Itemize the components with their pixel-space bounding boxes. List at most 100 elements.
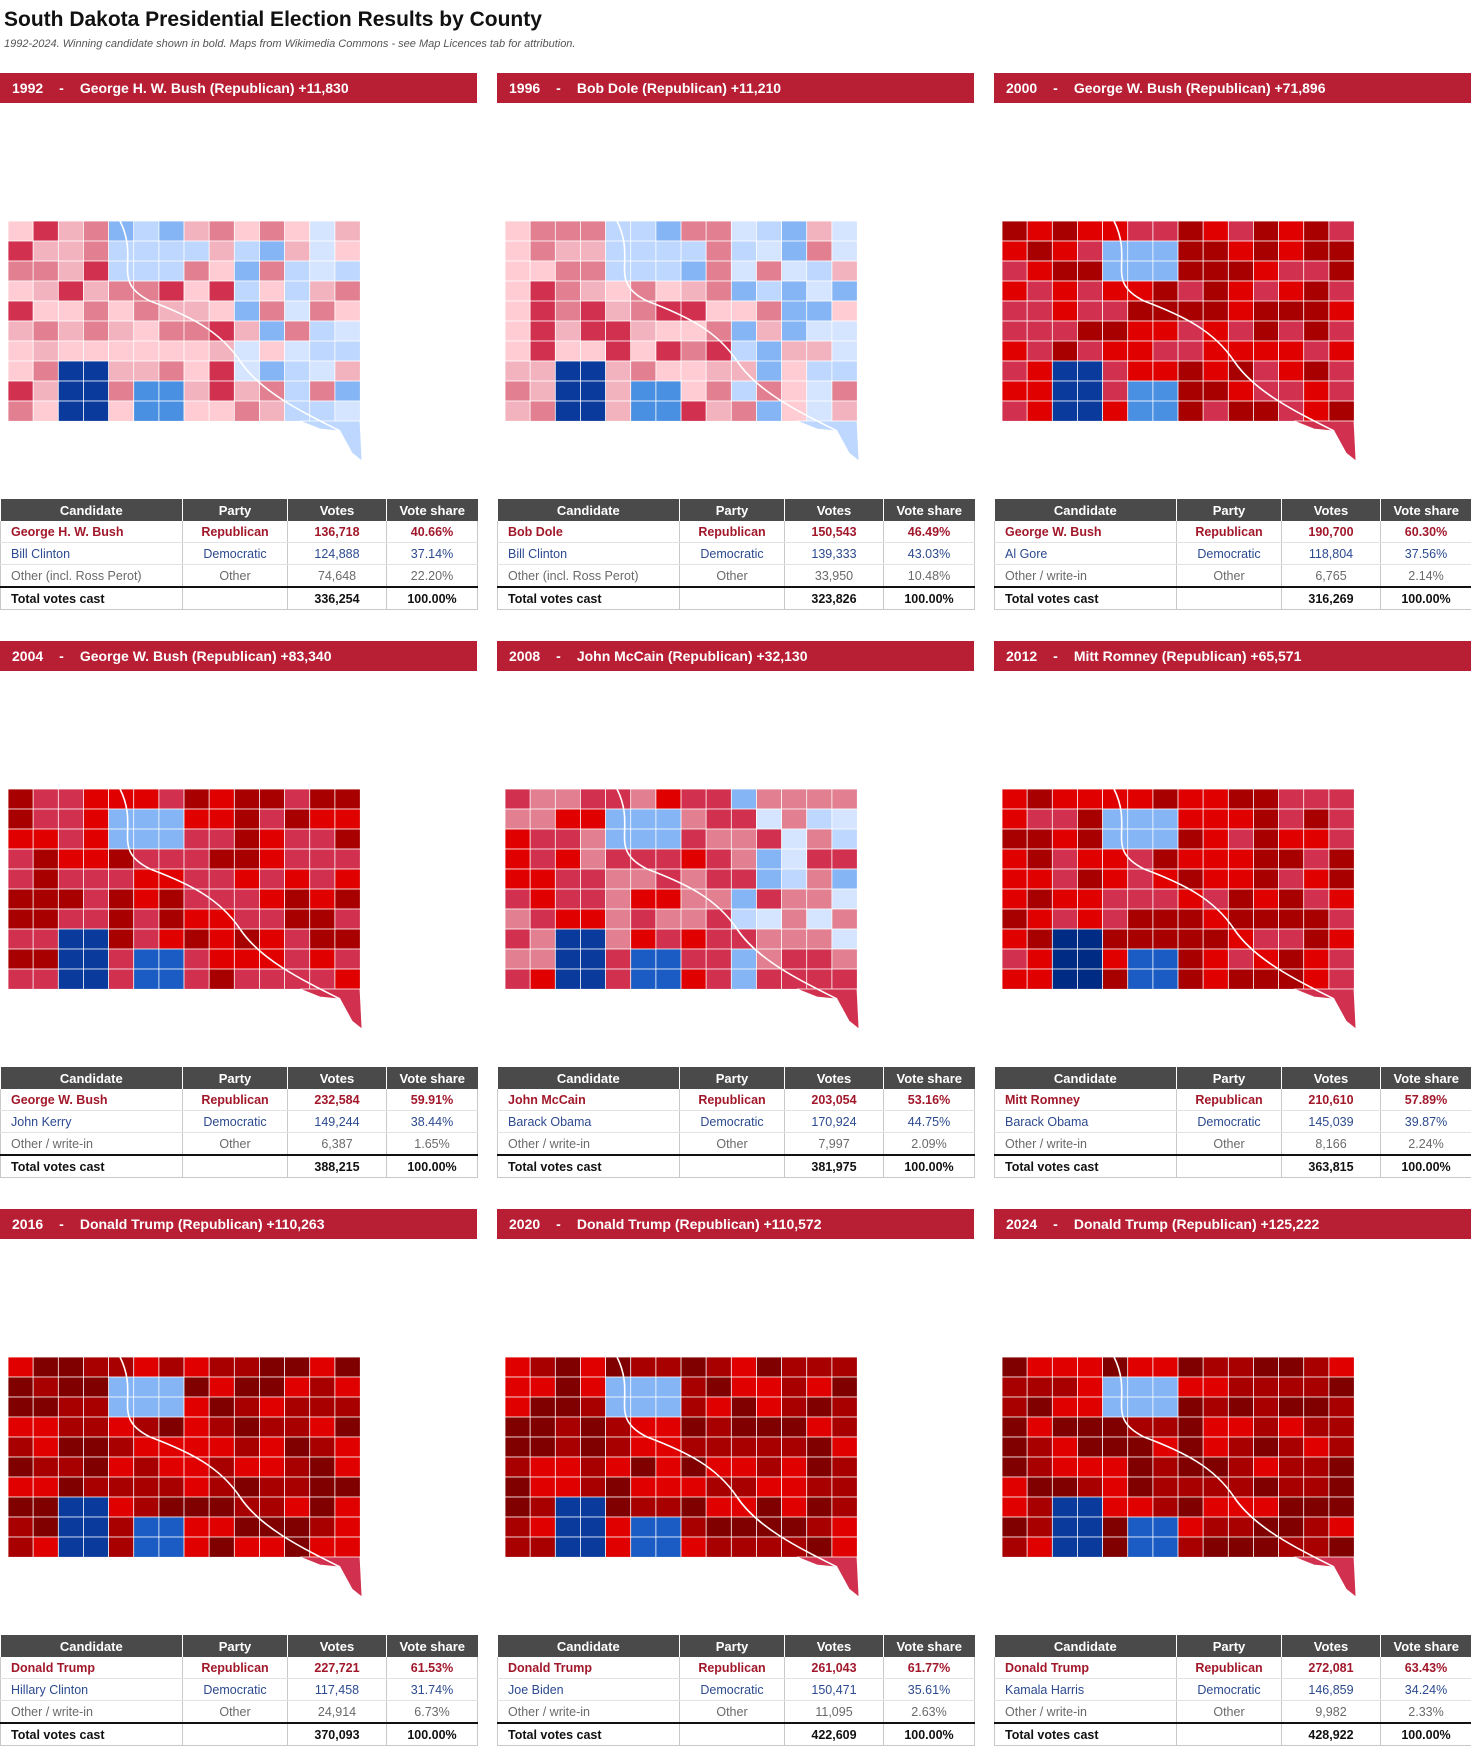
election-winner: Mitt Romney (Republican) +65,571: [1074, 648, 1302, 664]
county: [58, 1357, 83, 1377]
county: [832, 849, 857, 869]
county: [1153, 241, 1178, 261]
county: [782, 1397, 807, 1417]
county: [1103, 1377, 1128, 1397]
cell-party: Republican: [183, 521, 288, 543]
county: [505, 909, 530, 929]
county: [580, 909, 605, 929]
county: [631, 1457, 656, 1477]
cell-party: Republican: [680, 1089, 785, 1111]
county: [1329, 1417, 1354, 1437]
cell-share: 34.24%: [1381, 1679, 1471, 1701]
county: [109, 1517, 134, 1537]
county: [1253, 1397, 1278, 1417]
county: [756, 241, 781, 261]
county: [706, 789, 731, 809]
county: [1228, 321, 1253, 341]
county: [1052, 401, 1077, 421]
cell-candidate: Joe Biden: [498, 1679, 680, 1701]
county: [209, 321, 234, 341]
county: [184, 381, 209, 401]
county: [310, 909, 335, 929]
county: [8, 301, 33, 321]
county: [1253, 809, 1278, 829]
county: [1304, 889, 1329, 909]
county: [83, 401, 108, 421]
cell-party: Other: [183, 1701, 288, 1724]
county: [530, 1397, 555, 1417]
county: [1178, 381, 1203, 401]
county: [606, 361, 631, 381]
county: [33, 401, 58, 421]
county: [310, 929, 335, 949]
county: [580, 969, 605, 989]
county: [1279, 789, 1304, 809]
county: [555, 1477, 580, 1497]
county: [1128, 829, 1153, 849]
county: [681, 1417, 706, 1437]
county: [807, 809, 832, 829]
county: [58, 889, 83, 909]
county: [335, 1537, 360, 1557]
county: [1304, 241, 1329, 261]
county: [109, 1457, 134, 1477]
county: [1203, 241, 1228, 261]
county: [1178, 1377, 1203, 1397]
county: [706, 321, 731, 341]
county: [731, 281, 756, 301]
county: [58, 401, 83, 421]
county: [159, 1457, 184, 1477]
county: [234, 849, 259, 869]
county: [184, 789, 209, 809]
county: [259, 1457, 284, 1477]
county: [1103, 261, 1128, 281]
county: [1228, 1397, 1253, 1417]
county: [1304, 361, 1329, 381]
county: [1077, 1497, 1102, 1517]
cell-share: 2.09%: [884, 1133, 975, 1156]
county: [1153, 321, 1178, 341]
county: [606, 261, 631, 281]
county: [134, 1357, 159, 1377]
county: [1103, 949, 1128, 969]
election-banner: 2012-Mitt Romney (Republican) +65,571: [994, 641, 1471, 671]
county: [1329, 909, 1354, 929]
county: [1279, 1457, 1304, 1477]
header-party: Party: [680, 1067, 785, 1089]
county: [310, 1477, 335, 1497]
county: [159, 1357, 184, 1377]
county: [756, 281, 781, 301]
county: [1178, 281, 1203, 301]
county: [505, 1357, 530, 1377]
county: [681, 1457, 706, 1477]
cell-candidate: Al Gore: [995, 543, 1177, 565]
county: [1304, 301, 1329, 321]
county: [580, 1397, 605, 1417]
county: [756, 1537, 781, 1557]
county: [1329, 949, 1354, 969]
county: [555, 1457, 580, 1477]
county-map: [994, 1267, 1471, 1627]
county: [656, 1397, 681, 1417]
county: [631, 809, 656, 829]
total-label: Total votes cast: [1, 1723, 183, 1746]
county: [656, 221, 681, 241]
county: [1279, 281, 1304, 301]
county: [555, 1517, 580, 1537]
header-share: Vote share: [884, 499, 975, 521]
county: [756, 929, 781, 949]
county: [1103, 301, 1128, 321]
total-label: Total votes cast: [498, 1155, 680, 1178]
county: [1077, 1417, 1102, 1437]
cell-candidate: Other / write-in: [498, 1701, 680, 1724]
map-container: [0, 131, 477, 491]
county: [1279, 1377, 1304, 1397]
county: [33, 849, 58, 869]
county: [1178, 949, 1203, 969]
county: [580, 1377, 605, 1397]
county: [8, 1537, 33, 1557]
county: [731, 381, 756, 401]
